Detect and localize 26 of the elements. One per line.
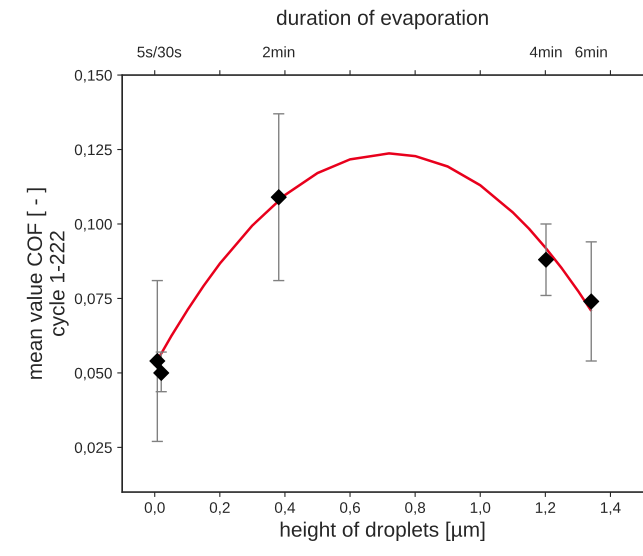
y-tick-label: 0,025	[74, 442, 112, 455]
x-tick-label: 0,6	[340, 502, 360, 515]
y-tick-label: 0,150	[74, 70, 112, 83]
text: 5s/30s	[137, 46, 182, 58]
y-tick-label: 0,125	[74, 144, 112, 158]
point	[270, 189, 287, 206]
point	[538, 252, 554, 268]
x-axis-title: height of droplets [µm]	[280, 522, 484, 541]
x-tick-label: 0,4	[274, 502, 296, 515]
x-tick-label: 0,8	[405, 502, 426, 515]
x2-axis-title: duration of evaporation	[276, 10, 488, 30]
text: 2min	[262, 46, 294, 58]
y-tick-label: 0,075	[74, 293, 112, 306]
x-tick-label: 1,2	[536, 502, 556, 515]
point	[583, 293, 600, 310]
text: 6min	[575, 46, 607, 58]
y-tick-label: 0,050	[74, 368, 112, 380]
point	[153, 364, 170, 381]
x-tick-label: 1,4	[600, 502, 621, 515]
y-tick-label: 0,100	[74, 218, 112, 232]
text: 4min	[530, 46, 562, 58]
y-axis-title: mean value COF [ - ] cycle 1-222	[26, 188, 69, 379]
point	[149, 352, 166, 370]
x-tick-label: 0,0	[144, 502, 165, 515]
x-tick-label: 0,2	[210, 502, 230, 515]
x-tick-label: 1,0	[470, 502, 490, 515]
